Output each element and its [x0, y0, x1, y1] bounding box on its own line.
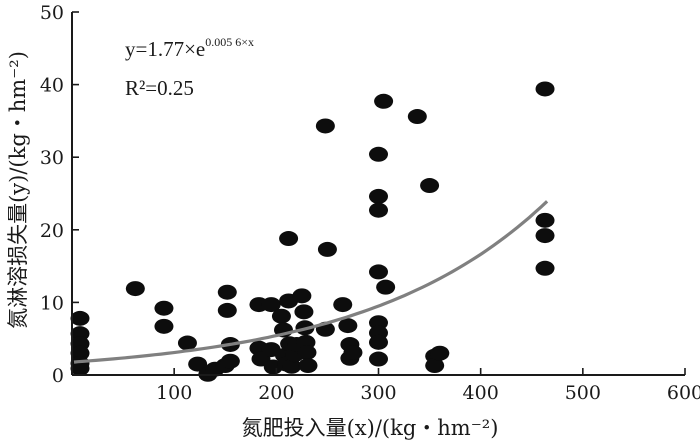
data-point — [217, 284, 237, 300]
data-point — [369, 188, 388, 204]
y-tick-label: 10 — [40, 292, 64, 314]
data-point — [154, 300, 174, 316]
data-point — [271, 308, 291, 324]
data-point — [282, 358, 302, 374]
data-point — [125, 281, 145, 297]
data-point — [535, 81, 555, 97]
y-tick-label: 50 — [40, 2, 64, 24]
data-point — [343, 344, 363, 360]
data-points — [70, 81, 555, 382]
data-point — [315, 118, 335, 134]
data-point — [535, 212, 555, 228]
data-point — [374, 93, 394, 109]
data-point — [430, 345, 450, 361]
data-point — [70, 360, 90, 376]
data-point — [425, 358, 445, 374]
x-axis-title: 氮肥投入量(x)/(kg・hm⁻²) — [242, 416, 499, 440]
data-point — [177, 335, 197, 351]
data-point — [70, 310, 90, 326]
y-tick-label: 20 — [40, 220, 64, 242]
data-point — [220, 353, 240, 369]
data-point — [369, 146, 388, 162]
data-point — [292, 288, 312, 304]
data-point — [154, 318, 174, 334]
y-tick-label: 0 — [52, 365, 64, 387]
data-point — [333, 297, 353, 313]
ticks: 0 10 20 30 40 50 100 200 300 400 500 600 — [40, 2, 700, 404]
data-point — [317, 241, 337, 257]
y-tick-label: 30 — [40, 147, 64, 169]
data-point — [369, 202, 388, 218]
x-tick-label: 300 — [360, 382, 396, 404]
data-point — [369, 351, 388, 367]
x-tick-label: 400 — [463, 382, 499, 404]
x-tick-label: 100 — [156, 382, 192, 404]
x-tick-label: 200 — [258, 382, 294, 404]
data-point — [338, 318, 358, 334]
data-point — [369, 334, 388, 350]
y-tick-label: 40 — [40, 75, 64, 97]
data-point — [420, 178, 440, 194]
data-point — [407, 109, 427, 125]
data-point — [261, 297, 281, 313]
data-point — [369, 264, 388, 280]
r-squared-label: R²=0.25 — [125, 76, 194, 100]
y-axis-title: 氮淋溶损失量(y)/(kg・hm⁻²) — [6, 51, 30, 329]
data-point — [188, 356, 208, 372]
data-point — [535, 228, 555, 244]
x-tick-label: 500 — [565, 382, 601, 404]
fit-equation: y=1.77×e0.005 6×x — [125, 35, 254, 61]
data-point — [298, 358, 318, 374]
data-point — [535, 260, 555, 276]
data-point — [297, 344, 317, 360]
data-point — [217, 302, 237, 318]
fit-curve — [73, 200, 549, 364]
data-point — [294, 304, 314, 320]
x-tick-label: 600 — [667, 382, 700, 404]
data-point — [279, 231, 299, 247]
data-point — [376, 279, 396, 295]
